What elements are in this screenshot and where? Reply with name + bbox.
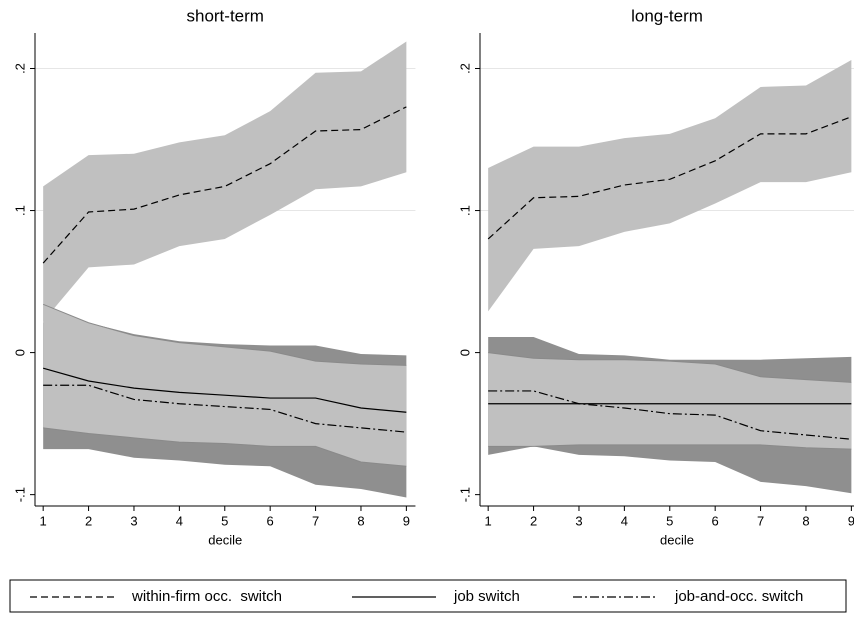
x-tick-label: 6 xyxy=(712,513,719,528)
series-line xyxy=(487,116,852,240)
x-tick-label: 1 xyxy=(40,513,47,528)
x-tick-label: 9 xyxy=(848,513,854,528)
legend-label: job switch xyxy=(453,588,520,605)
x-tick-label: 7 xyxy=(757,513,764,528)
series-line xyxy=(43,384,407,433)
x-tick-label: 5 xyxy=(666,513,673,528)
legend-box xyxy=(9,579,847,613)
x-axis-label: decile xyxy=(660,532,694,547)
x-tick-label: 3 xyxy=(575,513,582,528)
x-tick-label: 2 xyxy=(85,513,92,528)
x-tick-label: 4 xyxy=(621,513,628,528)
band-edge xyxy=(42,303,407,366)
x-tick-label: 8 xyxy=(802,513,809,528)
series-line xyxy=(43,367,407,413)
y-tick-label: .2 xyxy=(12,63,27,74)
x-tick-label: 9 xyxy=(403,513,410,528)
y-tick-label: .1 xyxy=(12,205,27,216)
panel-title: short-term xyxy=(186,6,263,25)
y-tick-label: -.1 xyxy=(457,487,472,502)
legend-label: job-and-occ. switch xyxy=(674,588,803,605)
x-axis-label: decile xyxy=(208,532,242,547)
y-tick-label: 0 xyxy=(457,349,472,356)
legend-label: within-firm occ. switch xyxy=(131,588,282,605)
x-tick-label: 2 xyxy=(530,513,537,528)
panel-title: long-term xyxy=(631,6,703,25)
y-tick-label: .1 xyxy=(457,205,472,216)
y-tick-label: -.1 xyxy=(12,487,27,502)
x-tick-label: 7 xyxy=(312,513,319,528)
x-tick-label: 3 xyxy=(130,513,137,528)
x-tick-label: 6 xyxy=(267,513,274,528)
series-line xyxy=(488,390,852,440)
x-tick-label: 1 xyxy=(485,513,492,528)
x-tick-label: 4 xyxy=(176,513,183,528)
series-line xyxy=(42,106,407,264)
y-tick-label: 0 xyxy=(12,349,27,356)
confidence-band xyxy=(43,41,407,322)
confidence-band xyxy=(488,59,852,312)
confidence-band xyxy=(43,304,407,467)
y-tick-label: .2 xyxy=(457,63,472,74)
x-tick-label: 8 xyxy=(357,513,364,528)
band-edge xyxy=(43,427,407,467)
band-edge xyxy=(488,444,852,450)
x-tick-label: 5 xyxy=(221,513,228,528)
band-edge xyxy=(488,352,852,383)
